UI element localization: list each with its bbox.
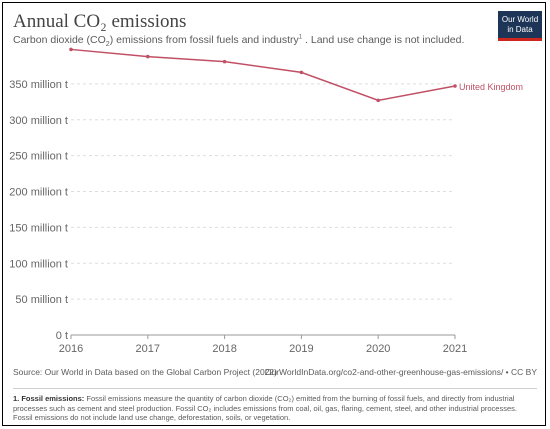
logo-line-1: Our World: [501, 15, 539, 24]
source-url[interactable]: OurWorldInData.org/co2-and-other-greenho…: [264, 367, 537, 377]
data-point: [453, 84, 457, 88]
x-tick-label: 2019: [289, 343, 313, 355]
source-note: Source: Our World in Data based on the G…: [13, 367, 277, 377]
data-point: [299, 70, 304, 75]
x-tick-label: 2017: [136, 343, 160, 355]
logo-line-2: in Data: [507, 25, 533, 34]
subtitle-part-3: . Land use change is not included.: [302, 34, 465, 46]
y-tick-label: 50 million t: [15, 294, 68, 306]
data-point: [376, 98, 381, 103]
y-tick-label: 300 million t: [9, 115, 68, 127]
chart-subtitle: Carbon dioxide (CO2) emissions from foss…: [13, 34, 464, 48]
subtitle-subscript: 2: [105, 41, 110, 49]
owid-logo[interactable]: Our World in Data: [498, 11, 542, 41]
footer-divider: [13, 388, 537, 389]
logo-accent-bar: [498, 38, 542, 41]
x-tick-label: 2018: [212, 343, 236, 355]
chart-title: Annual CO₂ emissions: [13, 11, 187, 32]
y-tick-label: 250 million t: [9, 151, 68, 163]
data-point: [146, 54, 150, 59]
series-line: [70, 48, 456, 102]
y-tick-label: 0 t: [56, 330, 68, 342]
footnote-label: 1. Fossil emissions:: [13, 394, 85, 403]
line-chart: 0 t 50 million t 100 million t 150 million …: [9, 47, 523, 355]
footnote: 1. Fossil emissions: Fossil emissions me…: [13, 394, 533, 423]
footnote-text: Fossil emissions measure the quantity of…: [13, 394, 517, 422]
x-tick-label: 2016: [59, 343, 83, 355]
y-tick-label: 350 million t: [9, 79, 68, 91]
footnote-marker[interactable]: 1: [298, 34, 303, 41]
y-tick-label: 200 million t: [9, 187, 68, 199]
data-point: [69, 47, 73, 52]
data-point: [222, 59, 227, 64]
chart-frame: Annual CO₂ emissions Carbon dioxide (CO2…: [2, 2, 546, 426]
subtitle-part-2: ) emissions from fossil fuels and indust…: [109, 34, 299, 46]
x-tick-label: 2020: [366, 343, 390, 355]
y-tick-label: 150 million t: [9, 222, 68, 234]
series-label: United Kingdom: [459, 82, 523, 92]
y-tick-label: 100 million t: [9, 258, 68, 270]
subtitle-part-1: Carbon dioxide (CO: [13, 34, 106, 46]
x-tick-label: 2021: [443, 343, 467, 355]
